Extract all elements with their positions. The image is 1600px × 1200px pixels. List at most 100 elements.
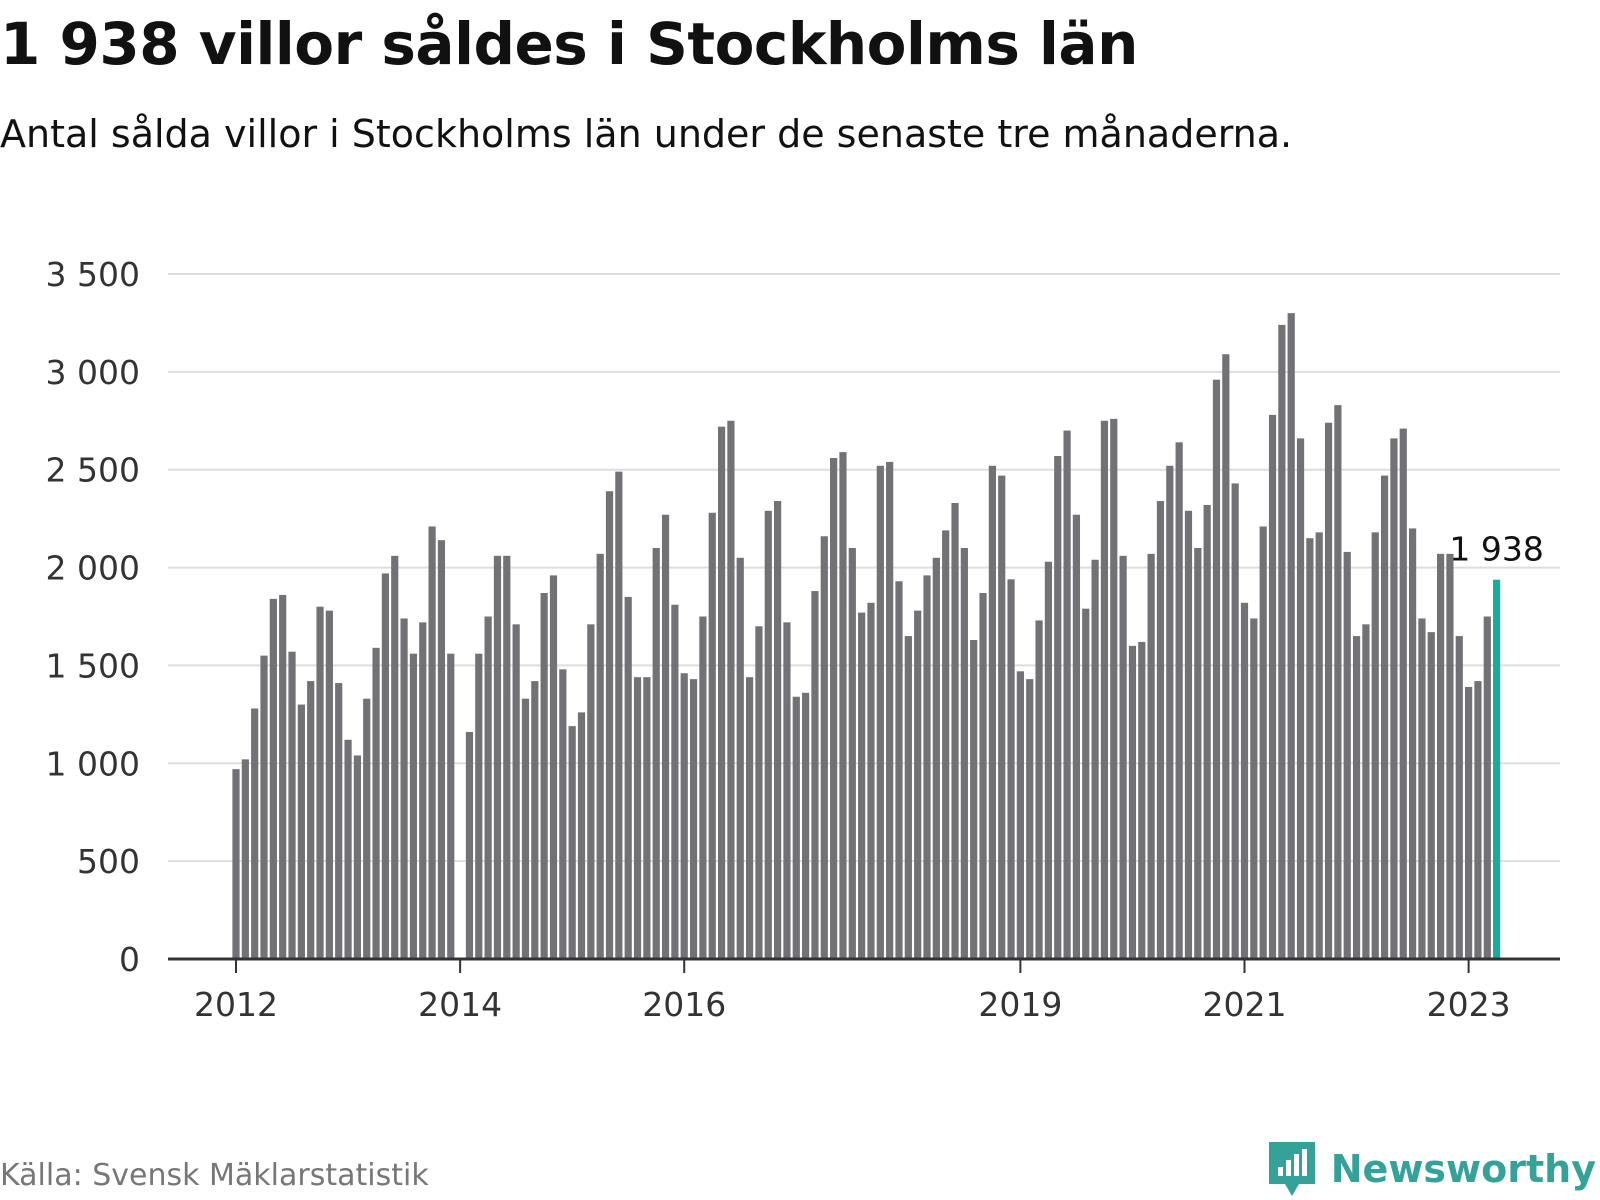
bar <box>1166 465 1174 959</box>
bar <box>381 573 390 959</box>
bar <box>1250 618 1258 959</box>
bar <box>979 593 987 959</box>
bar <box>923 575 931 959</box>
bar <box>1296 438 1305 959</box>
bar <box>297 704 305 959</box>
bar <box>858 612 866 959</box>
bar <box>1026 679 1034 959</box>
bar <box>886 461 894 959</box>
bar <box>344 739 352 959</box>
bar <box>1035 620 1043 959</box>
chart-subtitle: Antal sålda villor i Stockholms län unde… <box>0 112 1293 156</box>
bar-chart-speech-icon <box>1268 1142 1315 1196</box>
bar <box>960 548 968 959</box>
bar <box>568 726 576 959</box>
bar <box>1418 618 1426 959</box>
bar <box>1287 313 1295 959</box>
bar <box>288 651 296 959</box>
bar <box>904 636 912 959</box>
bar <box>1446 553 1454 959</box>
bar <box>1390 438 1398 959</box>
bar <box>708 512 716 959</box>
bar <box>1259 526 1267 959</box>
bar-highlight <box>1493 579 1501 959</box>
bar <box>652 548 660 959</box>
bar <box>1278 324 1286 959</box>
bar <box>1324 422 1333 959</box>
bar <box>1362 624 1370 959</box>
bar <box>830 457 838 959</box>
bar <box>1465 686 1473 959</box>
bar <box>512 624 520 959</box>
bar <box>437 540 446 959</box>
bar <box>1437 553 1445 959</box>
y-tick-label: 2 000 <box>46 549 140 588</box>
bar <box>1063 430 1071 959</box>
bar <box>914 610 922 959</box>
bar <box>1474 681 1482 959</box>
y-tick-label: 1 500 <box>46 646 140 685</box>
bar <box>1072 514 1081 959</box>
bar <box>605 491 614 959</box>
bar <box>1184 510 1193 959</box>
bar <box>867 602 875 959</box>
bar <box>1194 548 1202 959</box>
bar <box>1147 553 1155 959</box>
bar <box>848 548 856 959</box>
bar <box>587 624 595 959</box>
bar <box>1455 636 1463 959</box>
bar <box>269 598 277 959</box>
annotations: 1 938 <box>1449 530 1543 569</box>
bar <box>755 626 763 959</box>
bar <box>839 452 847 959</box>
y-tick-label: 3 000 <box>46 353 140 392</box>
bar <box>895 581 903 959</box>
bar <box>531 681 539 959</box>
bar <box>1044 561 1053 959</box>
bar <box>484 616 492 959</box>
bar <box>400 618 408 959</box>
bar <box>1231 483 1239 959</box>
bar <box>596 553 604 959</box>
bar <box>549 575 558 959</box>
bar <box>503 555 511 959</box>
bar <box>942 530 950 959</box>
y-tick-label: 3 500 <box>46 255 140 294</box>
bar <box>1483 616 1491 959</box>
bar <box>970 639 978 959</box>
bar <box>811 591 819 959</box>
bar <box>1343 551 1351 959</box>
bar <box>241 759 249 959</box>
bar <box>1128 645 1137 959</box>
bar <box>699 616 707 959</box>
bar <box>465 731 474 959</box>
bar <box>447 653 455 959</box>
bar <box>1212 379 1221 959</box>
bar <box>1306 538 1314 959</box>
bar <box>736 557 744 959</box>
bar <box>1315 532 1323 959</box>
bar <box>1156 501 1165 959</box>
y-tick-label: 1 000 <box>46 744 140 783</box>
bar <box>409 653 418 959</box>
bar <box>802 692 810 959</box>
bar <box>307 681 315 959</box>
bar <box>680 673 688 959</box>
brand-logo[interactable]: Newsworthy <box>1267 1140 1596 1198</box>
y-tick-label: 2 500 <box>46 451 140 490</box>
bar <box>745 677 754 959</box>
bar <box>1408 528 1417 959</box>
chart-title: 1 938 villor såldes i Stockholms län <box>0 10 1138 78</box>
bar <box>559 669 567 959</box>
bar <box>475 653 483 959</box>
bar <box>951 502 959 959</box>
source-note: Källa: Svensk Mäklarstatistik <box>0 1158 429 1193</box>
bar <box>279 594 287 959</box>
bar <box>876 465 884 959</box>
bar <box>1352 636 1361 959</box>
bar <box>493 555 502 959</box>
bar <box>391 555 399 959</box>
x-tick-label: 2016 <box>642 985 726 1024</box>
bar <box>671 604 679 959</box>
